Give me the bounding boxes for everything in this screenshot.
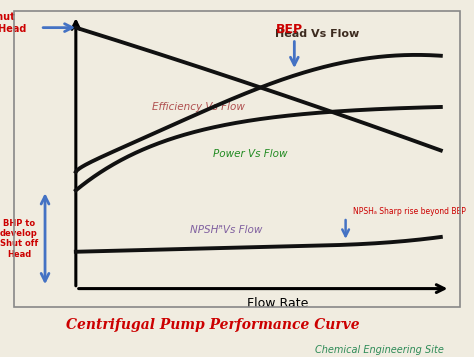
Text: BEP: BEP	[276, 22, 303, 36]
Text: Efficiency Vs Flow: Efficiency Vs Flow	[152, 102, 245, 112]
Text: BHP to
develop
Shut off
Head: BHP to develop Shut off Head	[0, 218, 38, 259]
Text: NPSHᴿVs Flow: NPSHᴿVs Flow	[190, 225, 262, 235]
Text: Flow Rate: Flow Rate	[246, 297, 308, 311]
Text: Shut
Off Head: Shut Off Head	[0, 12, 27, 34]
Text: NPSHₐ Sharp rise beyond BEP: NPSHₐ Sharp rise beyond BEP	[353, 207, 465, 216]
Text: Chemical Engineering Site: Chemical Engineering Site	[315, 345, 444, 355]
Text: Head Vs Flow: Head Vs Flow	[275, 29, 359, 39]
Text: Centrifugal Pump Performance Curve: Centrifugal Pump Performance Curve	[66, 318, 360, 332]
Text: Power Vs Flow: Power Vs Flow	[213, 149, 288, 159]
